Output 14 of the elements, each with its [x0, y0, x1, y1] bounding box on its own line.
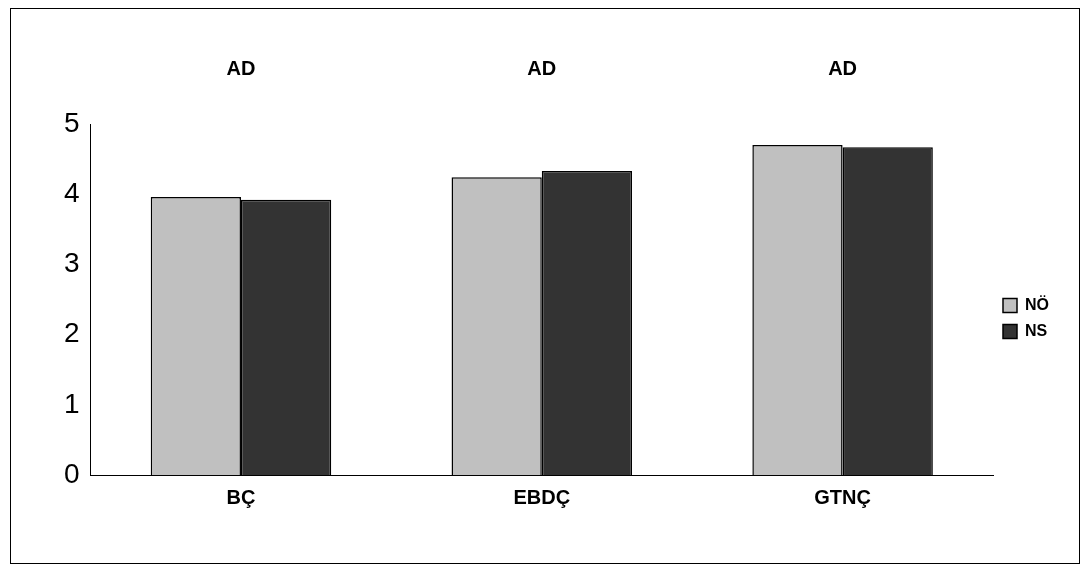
legend-label: NS	[1025, 321, 1048, 339]
x-tick-label: BÇ	[226, 485, 256, 508]
x-tick-label: EBDÇ	[513, 485, 571, 508]
y-tick-label: 0	[63, 457, 80, 489]
y-tick-label: 4	[63, 176, 80, 208]
text: AD	[828, 56, 858, 79]
y-tick-label: 1	[63, 387, 80, 419]
y-tick-label: 3	[63, 247, 80, 279]
y-tick-label: 5	[63, 106, 80, 138]
y-tick-label: 2	[63, 317, 80, 349]
legend-label: NÖ	[1025, 294, 1049, 313]
text: AD	[226, 56, 256, 79]
x-tick-label: GTNÇ	[814, 485, 871, 508]
text: AD	[527, 56, 557, 79]
